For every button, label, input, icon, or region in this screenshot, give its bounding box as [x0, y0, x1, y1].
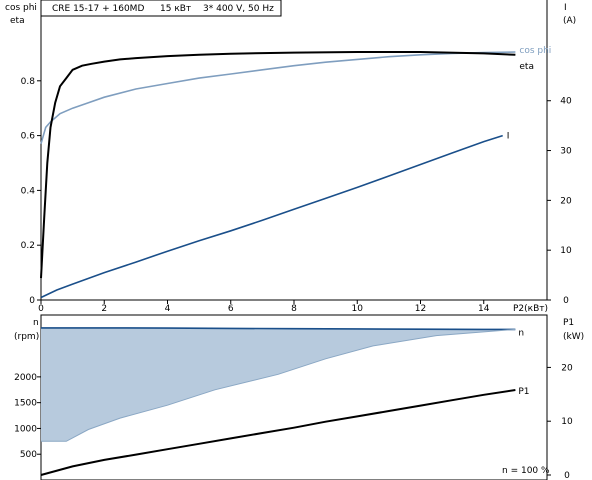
series-line-cos-phi	[40, 51, 516, 145]
bottom-right-tick-label: 10	[561, 417, 573, 427]
top-left-axis-label-cosphi: cos phi	[5, 3, 37, 13]
bottom-left-ticks: 500 1000 1500 2000	[14, 373, 41, 460]
top-plot: cos phi eta I (A) P2(кВт) 00.20.40.60.8 …	[5, 0, 576, 314]
series-label-p1: P1	[518, 387, 529, 397]
series-line-n-min	[41, 328, 516, 442]
series-line-i	[40, 134, 503, 299]
bottom-left-tick-label: 500	[20, 450, 37, 460]
series-line-eta	[40, 51, 516, 279]
header-supply: 3* 400 V, 50 Hz	[203, 4, 274, 14]
speed-annotation: n = 100 %	[502, 466, 550, 476]
header-power: 15 кВт	[160, 4, 191, 14]
top-right-ticks: 0 10 20 30 40	[547, 97, 572, 306]
top-right-axis-label-i: I	[564, 3, 567, 13]
x-tick-label: 2	[101, 304, 107, 314]
bottom-left-tick-label: 2000	[14, 373, 37, 383]
series-line-p1	[40, 389, 516, 476]
series-label-n: n	[518, 328, 524, 338]
speed-range-area	[41, 327, 516, 442]
bottom-right-tick-label: 0	[564, 471, 570, 480]
header-model: CRE 15-17 + 160MD	[52, 4, 144, 14]
x-tick-label: 14	[478, 304, 490, 314]
header-box	[40, 0, 282, 17]
right-tick-label: 40	[560, 97, 572, 107]
right-tick-label: 0	[563, 296, 569, 306]
right-tick-label: 20	[560, 196, 572, 206]
top-left-axis-label-eta: eta	[10, 16, 25, 26]
bottom-right-axis-label-p1: P1	[563, 318, 574, 328]
x-tick-label: 10	[352, 304, 364, 314]
bottom-left-axis-label-unit: (rpm)	[14, 332, 39, 342]
chart-header: CRE 15-17 + 160MD 15 кВт 3* 400 V, 50 Hz	[40, 0, 282, 17]
bottom-right-tick-label: 20	[561, 363, 573, 373]
left-tick-label: 0.2	[21, 241, 35, 251]
x-axis-label: P2(кВт)	[513, 304, 548, 314]
left-tick-label: 0.4	[21, 186, 36, 196]
bottom-left-tick-label: 1000	[14, 424, 37, 434]
left-tick-label: 0.6	[21, 132, 36, 142]
right-tick-label: 10	[560, 246, 572, 256]
x-tick-label: 0	[38, 304, 44, 314]
bottom-left-axis-label-n: n	[33, 318, 39, 328]
top-right-axis-label-unit: (A)	[563, 16, 576, 26]
bottom-series: n P1	[40, 327, 530, 476]
bottom-right-axis-label-unit: (kW)	[563, 332, 584, 342]
bottom-right-ticks: 0 10 20	[547, 363, 573, 480]
bottom-plot: n (rpm) P1 (kW) n = 100 % 50010001500200…	[14, 314, 584, 480]
top-x-ticks: 0 2 4 6 8 10 12 14	[38, 300, 490, 314]
left-tick-label: 0.8	[21, 77, 36, 87]
x-tick-label: 12	[415, 304, 426, 314]
series-label-cos-phi: cos phi	[519, 46, 551, 56]
x-tick-label: 4	[165, 304, 171, 314]
top-series: cos phi eta I	[40, 46, 551, 299]
right-tick-label: 30	[560, 147, 572, 157]
series-label-eta: eta	[519, 62, 534, 72]
series-label-i: I	[507, 132, 510, 142]
bottom-left-tick-label: 1500	[14, 399, 37, 409]
x-tick-label: 6	[228, 304, 234, 314]
top-left-ticks: 0 0.2 0.4 0.6 0.8	[21, 77, 41, 306]
x-tick-label: 8	[291, 304, 297, 314]
left-tick-label: 0	[29, 296, 35, 306]
series-line-n-max	[41, 327, 516, 331]
